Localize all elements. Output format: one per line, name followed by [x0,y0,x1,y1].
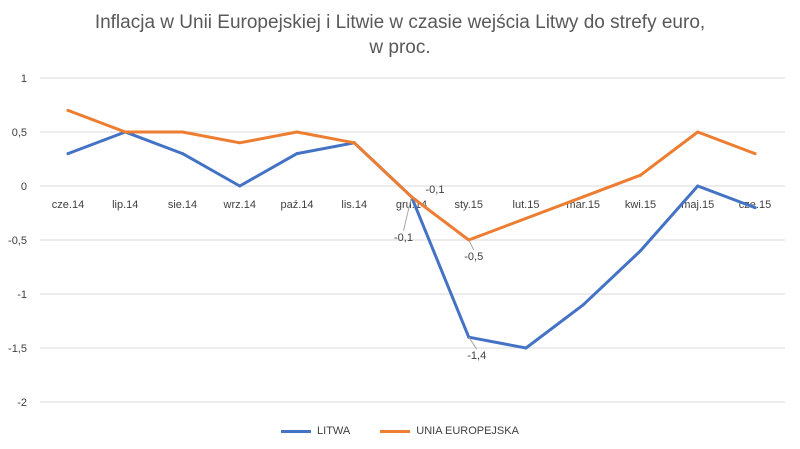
y-tick-label: -1 [17,289,27,301]
data-point [181,130,184,134]
x-tick-label: maj.15 [681,199,714,211]
x-tick-label: lis.14 [341,199,367,211]
data-point [696,184,700,188]
data-label: -1,4 [467,350,486,362]
x-tick-label: sie.14 [168,199,197,211]
x-tick-label: mar.15 [566,199,600,211]
data-label-leader [468,336,478,350]
data-point [753,206,757,210]
y-tick-label: 0 [21,181,27,193]
legend-label-ue: UNIA EUROPEJSKA [416,425,519,437]
data-label: -0,1 [426,184,445,196]
legend-item-ue: UNIA EUROPEJSKA [380,425,519,437]
x-tick-label: lut.15 [513,199,540,211]
legend-item-litwa: LITWA [281,425,350,437]
data-point [524,346,528,350]
legend-swatch-litwa [281,429,312,433]
data-point [753,152,757,156]
data-point [66,108,70,112]
x-tick-label: lip.14 [112,199,138,211]
data-point [238,141,242,145]
chart-title-line1: Inflacja w Unii Europejskiej i Litwie w … [94,12,706,33]
x-tick-label: kwi.15 [625,199,656,211]
y-tick-label: 0,5 [12,127,27,139]
legend-label-litwa: LITWA [317,425,351,437]
data-point [524,216,528,220]
y-tick-label: -2 [17,397,27,409]
data-point [352,141,356,145]
data-point [238,184,242,188]
data-point [66,152,70,156]
data-point [639,249,642,253]
x-tick-label: wrz.14 [223,199,256,211]
x-tick-label: paź.14 [280,199,313,211]
x-tick-label: cze.15 [739,199,771,211]
y-tick-label: -0,5 [8,235,27,247]
data-point [295,152,299,156]
data-point [696,130,700,134]
legend: LITWA UNIA EUROPEJSKA [0,425,800,437]
data-point [181,152,184,156]
y-tick-label: 1 [21,73,27,85]
data-point [581,303,585,307]
data-label-leader [468,239,475,251]
data-label-leader [403,196,412,231]
data-label: -0,5 [464,251,483,263]
data-point [123,130,127,134]
legend-swatch-ue [380,429,411,433]
x-tick-label: cze.14 [52,199,84,211]
data-point [295,130,299,134]
data-point [639,173,642,177]
series-line-ue [66,108,757,242]
chart-title: Inflacja w Unii Europejskiej i Litwie w … [0,10,800,60]
y-tick-label: -1,5 [8,343,27,355]
data-point [581,195,585,199]
x-tick-label: sty.15 [454,199,483,211]
chart-title-line2: w proc. [369,37,431,58]
data-label: -0,1 [394,232,413,244]
